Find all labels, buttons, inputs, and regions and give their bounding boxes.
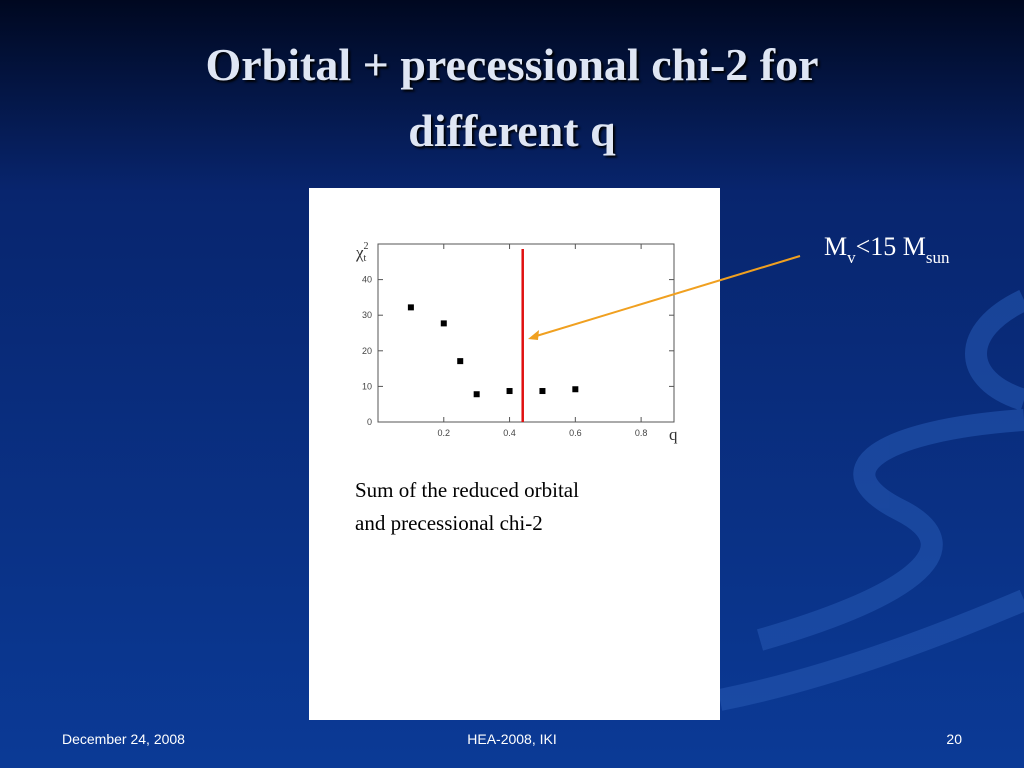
point (473, 391, 480, 398)
x-tick-label: 0.2 (438, 428, 451, 438)
title: Orbital + precessional chi-2 for (205, 39, 818, 90)
x-tick-label: 0.6 (569, 428, 582, 438)
y-tick-label: 0 (367, 417, 372, 427)
decoration (717, 290, 1024, 711)
caption: and precessional chi-2 (355, 511, 543, 535)
title: different q (408, 105, 616, 156)
plot-frame (377, 243, 675, 423)
caption: Sum of the reduced orbital (355, 478, 579, 502)
annotation-part: v (847, 248, 856, 267)
point (407, 304, 414, 311)
footer-center: HEA-2008, IKI (467, 731, 557, 747)
point (572, 386, 579, 393)
footer-page: 20 (946, 731, 962, 747)
point (440, 320, 447, 327)
y-label-sub: t (364, 253, 367, 264)
y-tick-label: 30 (362, 310, 372, 320)
arrow (532, 255, 801, 338)
annotation-part: M (824, 232, 847, 261)
point (539, 388, 546, 395)
annotation: Mv<15 Msun (824, 232, 950, 267)
point (506, 388, 513, 395)
annotation-part: <15 M (856, 232, 926, 261)
point (457, 358, 464, 365)
x-tick-label: 0.4 (503, 428, 516, 438)
y-tick-label: 20 (362, 346, 372, 356)
x-tick-label: 0.8 (635, 428, 648, 438)
annotation-part: sun (926, 248, 950, 267)
y-axis-label: χ2 t (355, 241, 369, 264)
y-label-symbol: χ (355, 243, 364, 262)
x-axis-label: q (669, 425, 678, 444)
footer-date: December 24, 2008 (62, 731, 185, 747)
y-tick-label: 10 (362, 381, 372, 391)
arrow-head (528, 330, 539, 340)
y-tick-label: 40 (362, 275, 372, 285)
y-label-sup: 2 (364, 241, 369, 252)
figure-panel (309, 188, 720, 720)
